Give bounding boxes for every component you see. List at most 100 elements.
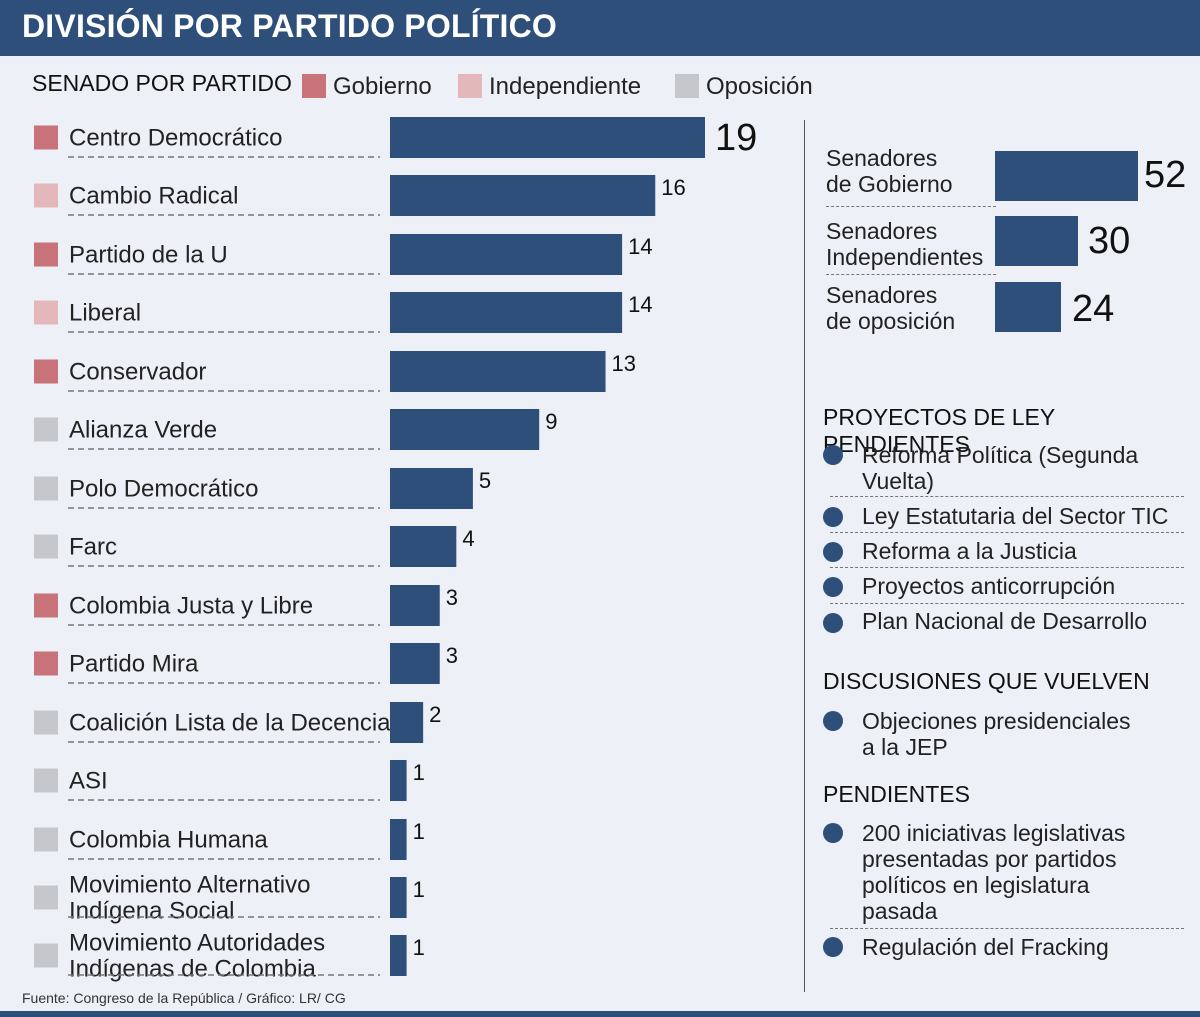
bar <box>390 643 440 684</box>
proyecto-item-line: Vuelta) <box>862 468 935 494</box>
legend-title: SENADO POR PARTIDO <box>32 70 292 96</box>
bar-value-label: 4 <box>462 526 474 551</box>
summary-bar-oposicion <box>995 282 1061 332</box>
bullet-icon <box>823 445 843 465</box>
party-swatch <box>34 885 58 910</box>
pendientes-item-line: 200 iniciativas legislativas <box>862 820 1126 846</box>
item-divider <box>830 928 1184 929</box>
party-swatch <box>34 827 58 852</box>
bar <box>390 234 623 275</box>
summary-value-independientes: 30 <box>1088 220 1131 262</box>
party-label: ASI <box>69 768 108 795</box>
summary-bar-gobierno <box>995 151 1138 201</box>
pendientes-item-line: políticos en legislatura <box>862 872 1090 898</box>
pendientes-item-line: pasada <box>862 898 938 924</box>
item-divider <box>830 532 1184 533</box>
party-swatch <box>34 417 58 442</box>
pendientes-item: 200 iniciativas legislativas presentadas… <box>862 820 1125 924</box>
pendientes-heading: PENDIENTES <box>823 781 970 807</box>
proyecto-item: Reforma a la Justicia <box>862 538 1077 564</box>
summary-value-gobierno: 52 <box>1144 154 1187 196</box>
bar-value-label: 2 <box>429 702 441 727</box>
item-divider <box>830 567 1184 568</box>
party-label: Movimiento Autoridades <box>69 930 325 957</box>
bar-value-label: 16 <box>661 175 685 200</box>
party-swatch <box>34 768 58 793</box>
bar-value-label: 9 <box>545 409 557 434</box>
party-label: Movimiento Alternativo <box>69 872 310 899</box>
bottom-bar <box>0 1011 1200 1017</box>
bar <box>390 117 705 158</box>
party-label: Alianza Verde <box>69 417 217 444</box>
summary-label-line: Senadores <box>826 282 938 308</box>
summary-label-oposicion: Senadores de oposición <box>826 282 955 334</box>
bar <box>390 292 623 333</box>
summary-label-line: Independientes <box>826 244 984 270</box>
party-swatch <box>34 242 58 267</box>
bar-value-label: 1 <box>413 935 425 960</box>
party-swatch <box>34 651 58 676</box>
summary-label-line: Senadores <box>826 145 938 171</box>
legend-label-independiente: Independiente <box>489 73 642 100</box>
proyecto-item: Plan Nacional de Desarrollo <box>862 608 1148 634</box>
bar-value-label: 5 <box>479 468 491 493</box>
bar <box>390 409 540 450</box>
party-swatch <box>34 125 58 150</box>
pendientes-item-line: presentadas por partidos <box>862 846 1117 872</box>
discusiones-heading: DISCUSIONES QUE VUELVEN <box>823 668 1150 694</box>
bar <box>390 935 407 976</box>
bar <box>390 585 440 626</box>
legend-swatch-oposicion <box>675 74 699 98</box>
summary-label-gobierno: Senadores de Gobierno <box>826 145 953 197</box>
bar-value-label: 13 <box>612 351 636 376</box>
party-swatch <box>34 710 58 735</box>
party-swatch <box>34 593 58 618</box>
bar-value-label: 19 <box>715 117 757 159</box>
bar <box>390 877 407 918</box>
party-label: Indígena Social <box>69 898 234 925</box>
bar-value-label: 1 <box>413 819 425 844</box>
bar-value-label: 14 <box>628 234 652 259</box>
summary-label-line: Senadores <box>826 218 938 244</box>
item-divider <box>830 603 1184 604</box>
page-title: DIVISIÓN POR PARTIDO POLÍTICO <box>22 8 558 44</box>
discusiones-item: Objeciones presidenciales a la JEP <box>862 708 1131 760</box>
summary-label-independientes: Senadores Independientes <box>826 218 983 270</box>
discusiones-item-line: Objeciones presidenciales <box>862 708 1131 734</box>
bar-value-label: 3 <box>446 585 458 610</box>
party-label: Colombia Justa y Libre <box>69 593 313 620</box>
party-swatch <box>34 300 58 325</box>
party-label: Cambio Radical <box>69 183 238 210</box>
party-label: Centro Democrático <box>69 125 282 152</box>
party-label: Polo Democrático <box>69 476 258 503</box>
bar-value-label: 1 <box>413 877 425 902</box>
party-label: Partido de la U <box>69 242 228 269</box>
proyecto-item-line: Reforma Política (Segunda <box>862 442 1139 468</box>
header-bar: DIVISIÓN POR PARTIDO POLÍTICO <box>0 0 1200 56</box>
proyecto-item: Proyectos anticorrupción <box>862 573 1116 599</box>
bar <box>390 351 606 392</box>
summary-label-line: de Gobierno <box>826 171 953 197</box>
legend-swatch-gobierno <box>302 74 326 98</box>
legend-label-oposicion: Oposición <box>706 73 813 100</box>
bar <box>390 468 473 509</box>
party-label: Liberal <box>69 300 141 327</box>
proyecto-item: Ley Estatutaria del Sector TIC <box>862 503 1169 529</box>
discusiones-item-line: a la JEP <box>862 734 948 760</box>
party-label: Colombia Humana <box>69 827 268 854</box>
bar <box>390 175 656 216</box>
item-divider <box>830 496 1184 497</box>
party-swatch <box>34 534 58 559</box>
party-swatch <box>34 943 58 968</box>
bullet-icon <box>823 613 843 633</box>
proyectos-heading: PROYECTOS DE LEY PENDIENTES <box>823 404 1055 457</box>
bar <box>390 760 407 801</box>
proyecto-item: Reforma Política (Segunda Vuelta) <box>862 442 1138 494</box>
party-swatch <box>34 359 58 384</box>
bar <box>390 702 424 743</box>
bullet-icon <box>823 711 843 731</box>
party-label: Indígenas de Colombia <box>69 956 316 983</box>
summary-bar-independientes <box>995 216 1078 266</box>
bullet-icon <box>823 577 843 597</box>
